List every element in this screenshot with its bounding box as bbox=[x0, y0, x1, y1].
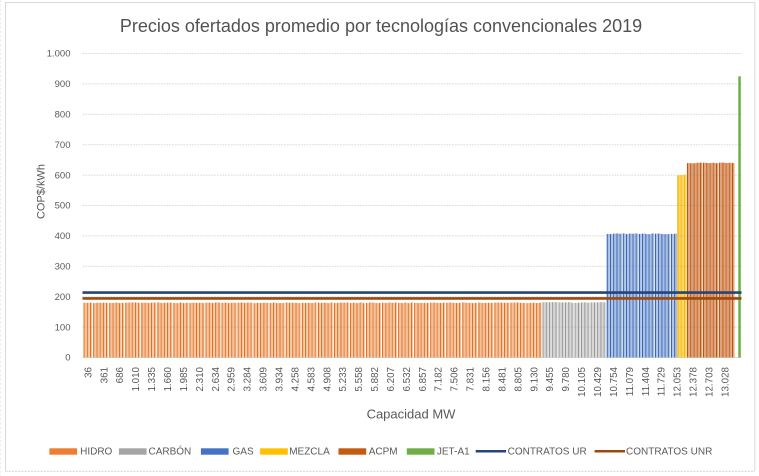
svg-text:1.010: 1.010 bbox=[131, 366, 142, 391]
svg-text:HIDRO: HIDRO bbox=[80, 447, 112, 458]
svg-text:11.404: 11.404 bbox=[641, 366, 652, 396]
svg-text:3.609: 3.609 bbox=[259, 367, 270, 392]
svg-text:2.959: 2.959 bbox=[227, 367, 238, 392]
svg-text:4.908: 4.908 bbox=[322, 366, 333, 391]
svg-text:4.258: 4.258 bbox=[290, 366, 301, 391]
svg-text:11.729: 11.729 bbox=[657, 367, 668, 396]
svg-text:10.754: 10.754 bbox=[609, 366, 620, 397]
svg-text:900: 900 bbox=[55, 79, 71, 90]
svg-text:12.378: 12.378 bbox=[689, 366, 700, 397]
svg-text:7.182: 7.182 bbox=[434, 367, 445, 392]
svg-text:1.335: 1.335 bbox=[147, 366, 158, 391]
svg-text:9.130: 9.130 bbox=[529, 366, 540, 391]
svg-text:361: 361 bbox=[99, 367, 110, 383]
svg-text:6.857: 6.857 bbox=[418, 367, 429, 392]
svg-text:6.207: 6.207 bbox=[386, 367, 397, 392]
svg-text:13.028: 13.028 bbox=[720, 366, 731, 397]
svg-text:CONTRATOS UR: CONTRATOS UR bbox=[508, 447, 587, 458]
svg-text:8.805: 8.805 bbox=[513, 366, 524, 391]
svg-text:500: 500 bbox=[55, 201, 71, 212]
svg-text:300: 300 bbox=[55, 262, 71, 273]
svg-text:1.985: 1.985 bbox=[179, 366, 190, 391]
svg-text:686: 686 bbox=[115, 366, 126, 383]
svg-text:2.310: 2.310 bbox=[195, 366, 206, 391]
svg-text:ACPM: ACPM bbox=[369, 447, 398, 458]
svg-text:8.156: 8.156 bbox=[482, 366, 493, 391]
svg-text:3.934: 3.934 bbox=[275, 366, 286, 391]
svg-text:400: 400 bbox=[55, 231, 71, 242]
svg-text:COP$/kWh: COP$/kWh bbox=[35, 164, 47, 219]
svg-text:0: 0 bbox=[65, 353, 70, 364]
svg-text:100: 100 bbox=[55, 322, 71, 333]
svg-text:CARBÓN: CARBÓN bbox=[149, 445, 192, 458]
svg-text:700: 700 bbox=[55, 140, 71, 151]
svg-text:2.634: 2.634 bbox=[211, 366, 222, 391]
svg-text:CONTRATOS UNR: CONTRATOS UNR bbox=[626, 447, 712, 458]
svg-text:Precios ofertados promedio por: Precios ofertados promedio por tecnologí… bbox=[120, 16, 642, 36]
svg-text:5.882: 5.882 bbox=[370, 367, 381, 392]
svg-text:5.558: 5.558 bbox=[354, 366, 365, 391]
svg-text:4.583: 4.583 bbox=[306, 366, 317, 391]
svg-text:7.831: 7.831 bbox=[466, 367, 477, 392]
svg-text:9.455: 9.455 bbox=[545, 366, 556, 391]
svg-text:10.429: 10.429 bbox=[593, 367, 604, 397]
svg-text:200: 200 bbox=[55, 292, 71, 303]
svg-text:Capacidad MW: Capacidad MW bbox=[367, 407, 457, 422]
svg-text:36: 36 bbox=[83, 366, 94, 377]
svg-text:12.703: 12.703 bbox=[704, 366, 715, 397]
svg-text:1.660: 1.660 bbox=[163, 366, 174, 391]
svg-text:JET-A1: JET-A1 bbox=[437, 447, 470, 458]
svg-text:7.506: 7.506 bbox=[450, 366, 461, 391]
svg-text:GAS: GAS bbox=[233, 447, 254, 458]
svg-text:800: 800 bbox=[55, 110, 71, 121]
svg-text:600: 600 bbox=[55, 170, 71, 181]
svg-text:5.233: 5.233 bbox=[338, 366, 349, 391]
svg-text:3.284: 3.284 bbox=[243, 366, 254, 391]
svg-text:MEZCLA: MEZCLA bbox=[289, 447, 330, 458]
svg-text:11.079: 11.079 bbox=[625, 367, 636, 396]
svg-text:1.000: 1.000 bbox=[47, 49, 71, 60]
svg-text:8.481: 8.481 bbox=[497, 367, 508, 392]
svg-text:9.780: 9.780 bbox=[561, 366, 572, 391]
svg-text:6.532: 6.532 bbox=[402, 367, 413, 392]
svg-text:10.105: 10.105 bbox=[577, 366, 588, 397]
svg-text:12.053: 12.053 bbox=[673, 366, 684, 397]
